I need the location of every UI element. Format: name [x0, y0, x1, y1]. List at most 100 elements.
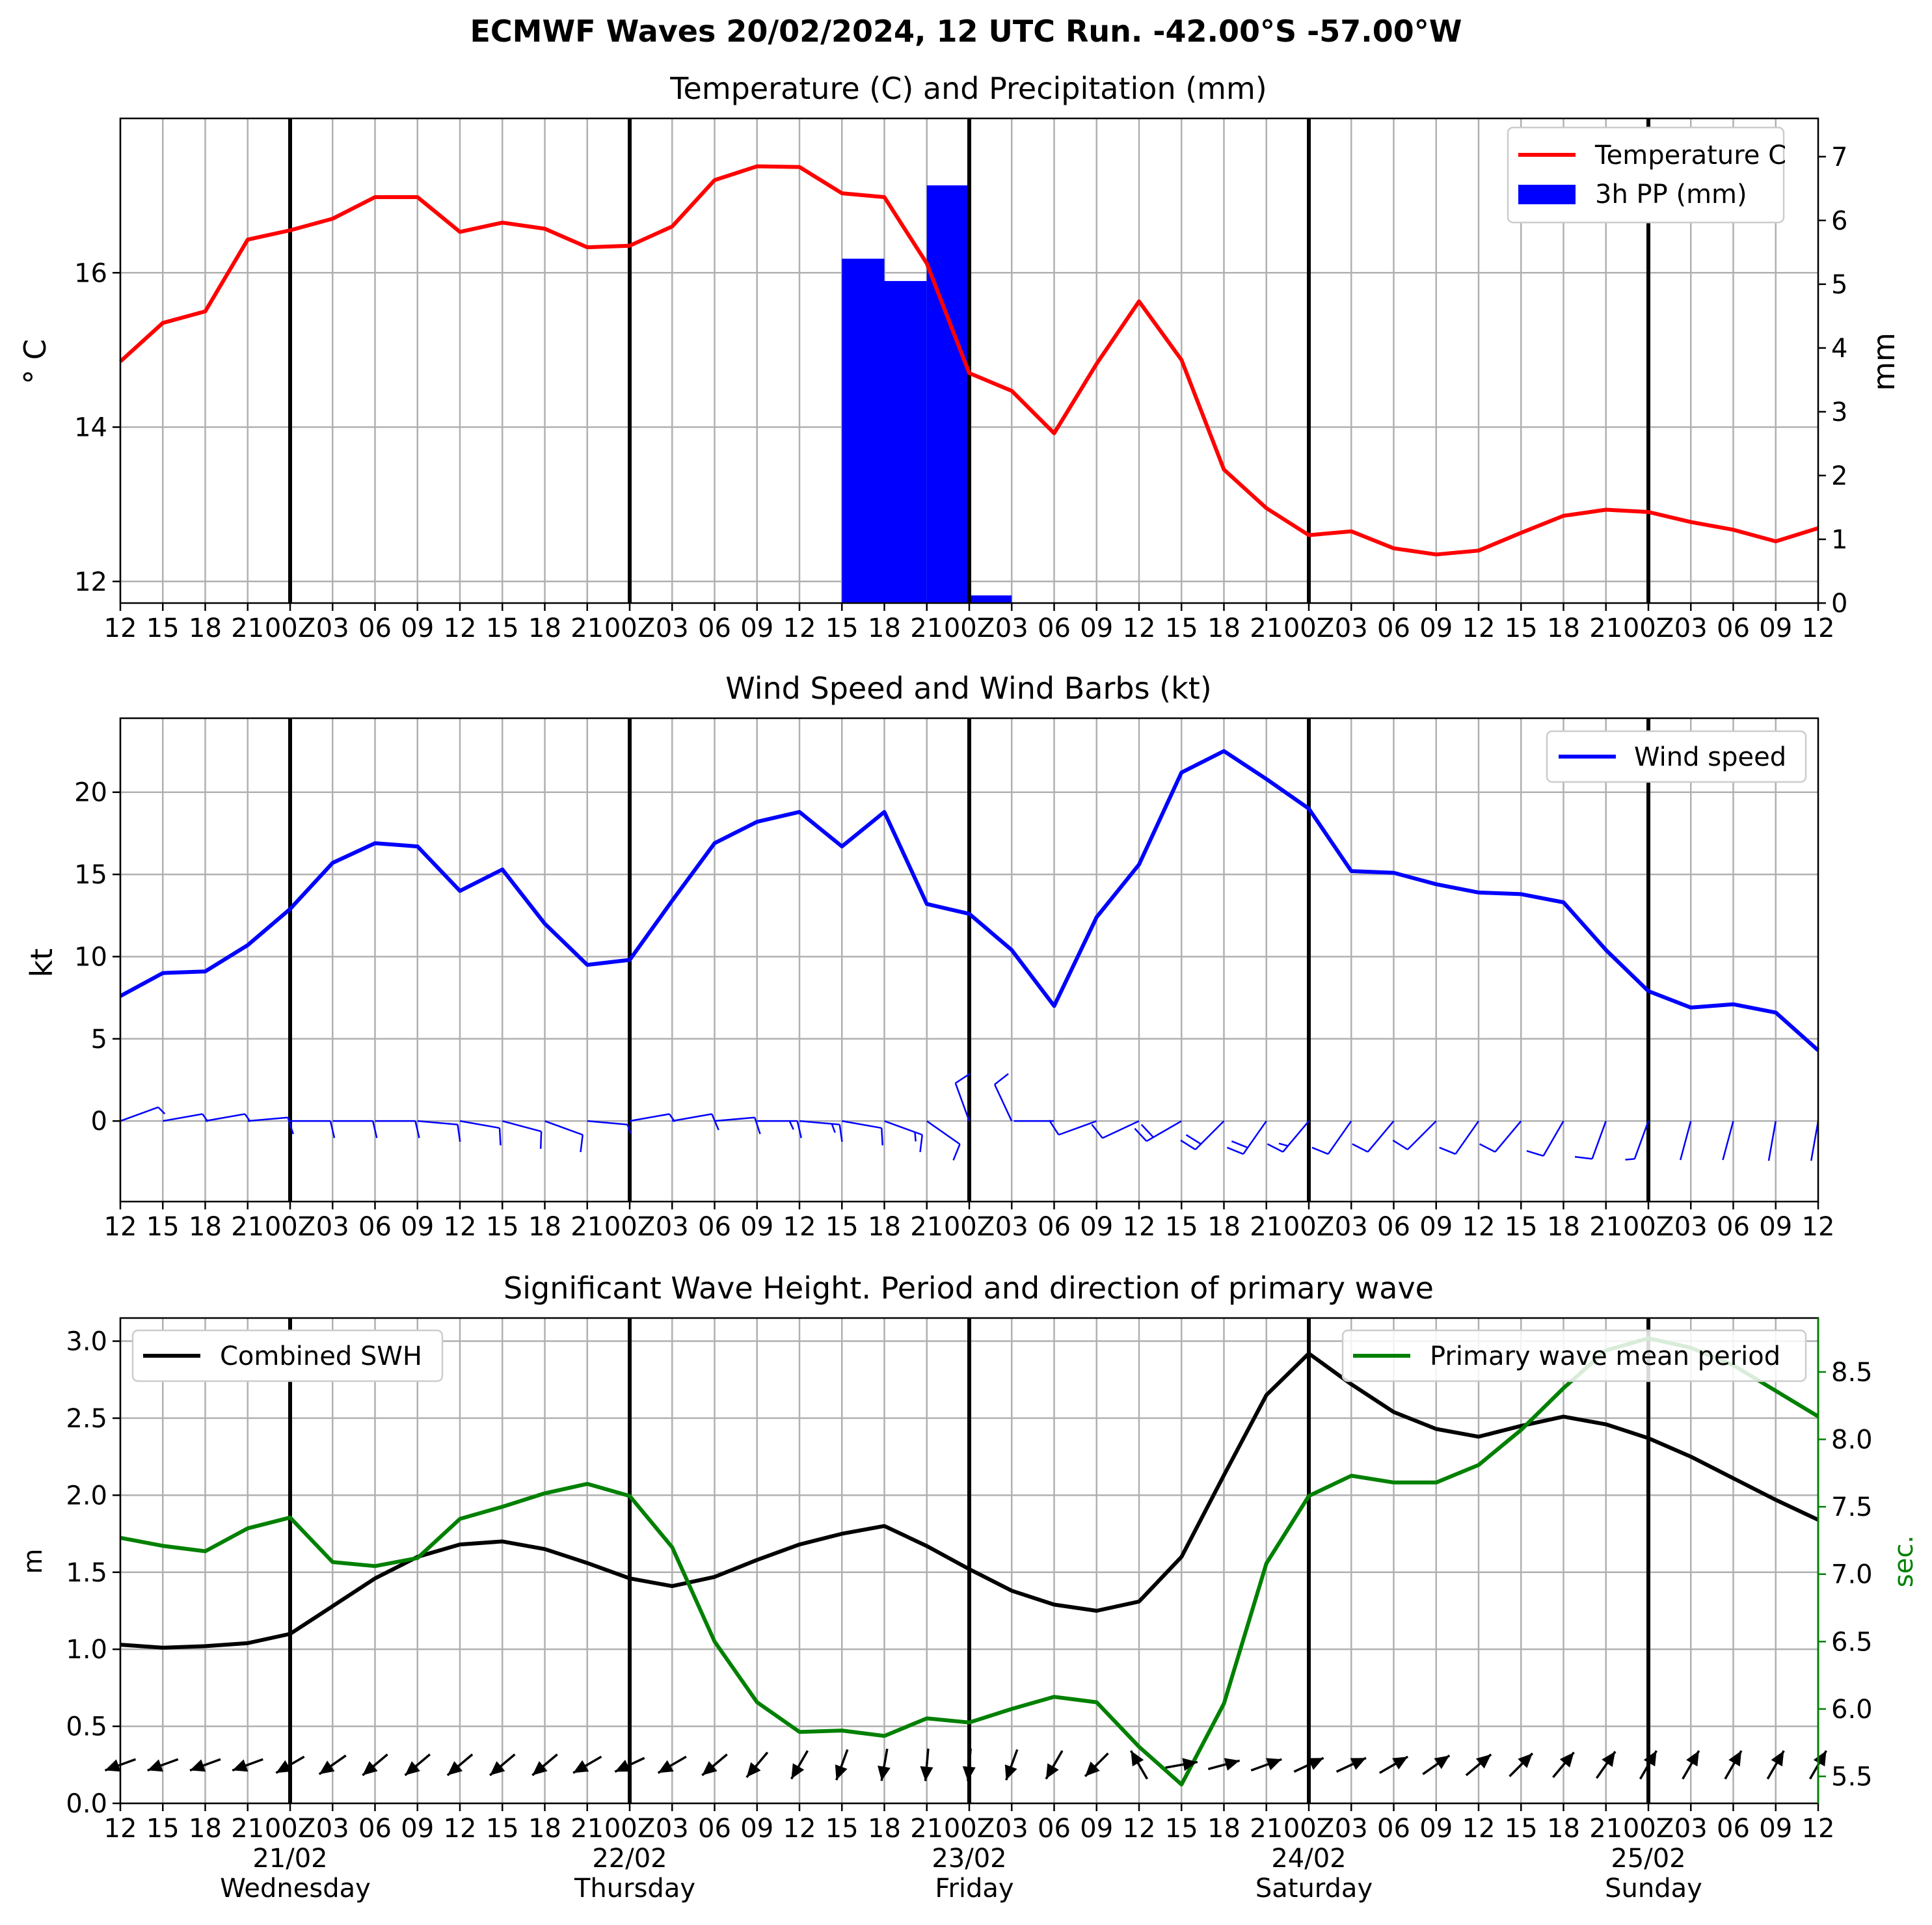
arrow-head: [1046, 1763, 1059, 1779]
y2-tick-label: 2: [1831, 461, 1847, 491]
x-tick-label: 15: [486, 613, 519, 643]
arrow-head: [490, 1761, 505, 1775]
wave-direction-arrow: [1509, 1752, 1534, 1777]
x-tick-label: 09: [401, 613, 434, 643]
arrow-head: [1643, 1751, 1657, 1767]
wave-direction-arrow: [745, 1751, 769, 1779]
wind-barb-staff: [1242, 1120, 1267, 1155]
legend-box: [1507, 126, 1785, 224]
wave-direction-arrow: [446, 1753, 474, 1777]
swh-axis-label: m: [18, 1549, 48, 1574]
wind-barb-staff: [587, 1120, 628, 1125]
wave-direction-arrow: [531, 1753, 558, 1777]
wind-barb-feather: [796, 1120, 802, 1138]
x-tick-label: 00Z: [944, 613, 995, 643]
day-date-label: 25/02: [1611, 1844, 1685, 1874]
x-tick-label: 09: [1419, 1212, 1453, 1242]
x-tick-label: 09: [1759, 613, 1792, 643]
wind-barb-staff: [926, 1120, 961, 1145]
wind-barb: [714, 1116, 761, 1135]
series-line-secondary: [120, 1336, 1819, 1786]
wind-barb-staff: [842, 1120, 882, 1129]
wind-barb-staff: [1633, 1120, 1650, 1159]
wind-barb: [417, 1120, 461, 1142]
y2-tick-label: 1: [1831, 525, 1847, 555]
x-tick-label: 00Z: [604, 613, 655, 643]
arrow-head: [319, 1760, 335, 1775]
wave-panel: Significant Wave Height. Period and dire…: [18, 1271, 1919, 1904]
x-tick-label: 21: [910, 1814, 943, 1844]
wind-barb-staff: [629, 1113, 670, 1122]
x-tick-label: 12: [104, 1212, 137, 1242]
wind-barb-staff: [247, 1116, 288, 1122]
x-tick-label: 06: [698, 1212, 731, 1242]
wave-direction-arrow: [572, 1755, 602, 1774]
x-tick-label: 06: [1377, 613, 1410, 643]
wind-barb-staff: [1679, 1120, 1692, 1161]
wind-barb-feather: [1311, 1146, 1329, 1155]
y-tick-label: 2.0: [66, 1481, 107, 1511]
wind-barb-staff: [954, 1083, 971, 1122]
x-tick-label: 12: [104, 613, 137, 643]
wind-barb-feather: [831, 1124, 836, 1133]
wind-barb: [954, 1073, 971, 1122]
x-tick-label: 18: [1547, 1814, 1580, 1844]
day-date-label: 22/02: [592, 1844, 667, 1874]
wind-barb: [926, 1120, 961, 1161]
wind-barb-feather: [1392, 1139, 1408, 1151]
wind-barb-feather: [952, 1144, 961, 1161]
arrow-head: [1686, 1751, 1699, 1767]
temperature-panel-title: Temperature (C) and Precipitation (mm): [669, 71, 1267, 106]
wind-barb: [1180, 1120, 1225, 1151]
wind-barb: [1479, 1120, 1522, 1153]
y2-tick-label: 7.0: [1831, 1560, 1873, 1590]
x-tick-label: 15: [1165, 1814, 1198, 1844]
wind-barb-staff: [1810, 1120, 1819, 1161]
x-tick-label: 00Z: [1283, 1212, 1334, 1242]
x-tick-label: 06: [1717, 1212, 1750, 1242]
day-date-label: 24/02: [1271, 1844, 1346, 1874]
arrow-head: [962, 1766, 976, 1781]
wind-barb-feather: [1574, 1155, 1592, 1160]
wind-barb-feather: [580, 1135, 584, 1153]
x-tick-label: 06: [698, 1814, 731, 1844]
wave-direction-arrow: [189, 1758, 221, 1772]
wind-barb-feather: [1439, 1146, 1456, 1155]
x-tick-label: 06: [1038, 613, 1071, 643]
x-tick-label: 18: [189, 613, 222, 643]
series-line-primary: [119, 749, 1819, 1052]
arrow-head: [658, 1760, 674, 1773]
wind-barb-feather: [1185, 1134, 1201, 1145]
x-tick-label: 21: [1250, 1212, 1283, 1242]
x-tick-label: 03: [995, 1212, 1028, 1242]
wind-barb: [1134, 1120, 1182, 1142]
wind-barb: [332, 1120, 378, 1138]
wind-barb-feather: [711, 1113, 719, 1131]
wind-barb-feather: [994, 1073, 1009, 1085]
wind-barb: [1722, 1120, 1734, 1161]
arrow-head: [746, 1762, 761, 1777]
wind-barb-staff: [993, 1084, 1013, 1122]
x-tick-label: 21: [231, 613, 264, 643]
wind-barb-feather: [372, 1120, 378, 1138]
y2-tick-label: 6.5: [1831, 1627, 1873, 1657]
x-tick-label: 00Z: [1623, 1814, 1674, 1844]
wind-barb-staff: [1102, 1120, 1140, 1139]
wind-barb: [1439, 1120, 1480, 1155]
wind-barb: [1048, 1120, 1097, 1136]
arrow-head: [1004, 1764, 1017, 1781]
wave-direction-arrow: [1293, 1757, 1324, 1773]
wave-direction-arrow: [1378, 1755, 1409, 1774]
x-tick-label: 15: [1505, 613, 1538, 643]
x-tick-label: 03: [316, 1212, 349, 1242]
wind-legend: Wind speed: [1546, 730, 1807, 783]
wind-barb-staff: [1407, 1120, 1437, 1150]
wind-barb-staff: [120, 1106, 159, 1122]
wind-barb-staff: [1494, 1120, 1522, 1153]
arrow-head: [573, 1760, 589, 1773]
wind-barb-feather: [955, 1073, 971, 1084]
wave-direction-arrow: [489, 1753, 516, 1777]
arrow-head: [1308, 1758, 1324, 1770]
x-tick-label: 00Z: [265, 1212, 315, 1242]
